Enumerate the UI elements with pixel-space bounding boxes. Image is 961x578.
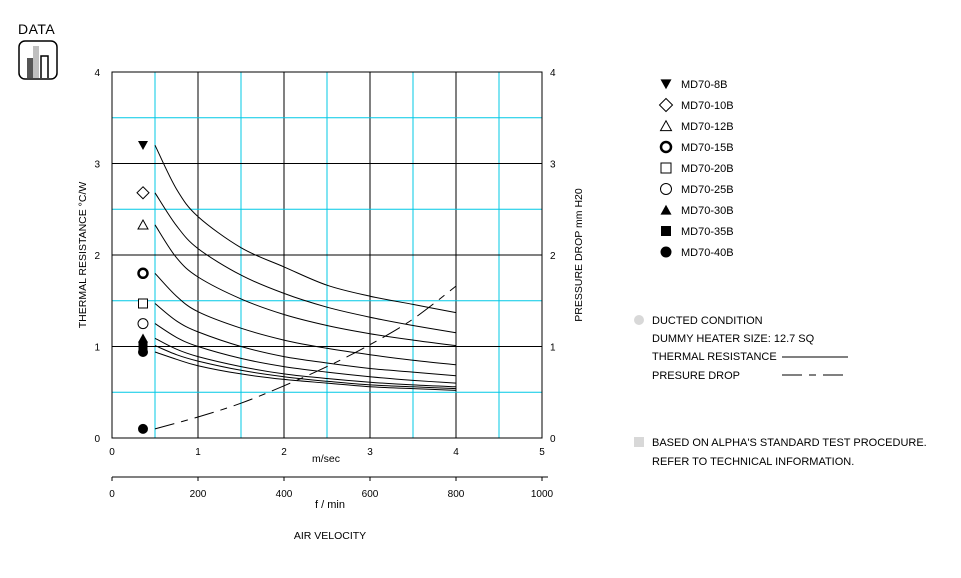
- x2-tick-label: 400: [276, 489, 293, 500]
- heater-size-note: DUMMY HEATER SIZE: 12.7 SQ: [652, 333, 815, 345]
- legend-marker-triangle-up-open: [659, 119, 673, 132]
- legend-marker-circle-open: [660, 183, 672, 195]
- y-axis-label-left: THERMAL RESISTANCE °C/W: [77, 182, 89, 329]
- ducted-condition-note: DUCTED CONDITION: [652, 315, 763, 327]
- legend-marker-circle-bold: [659, 140, 673, 154]
- x-tick-label: 2: [281, 447, 287, 458]
- y-left-tick-label: 2: [94, 251, 100, 262]
- marker-circle-bold: [137, 267, 149, 280]
- y-right-tick-label: 2: [550, 251, 556, 262]
- legend-label: MD70-30B: [681, 205, 734, 217]
- data-badge: DATA: [18, 21, 60, 81]
- y-left-tick-label: 0: [94, 434, 100, 445]
- legend-label: MD70-35B: [681, 226, 734, 238]
- legend-marker-square-filled: [661, 226, 671, 236]
- data-badge-label: DATA: [18, 21, 56, 37]
- x2-tick-label: 200: [190, 489, 207, 500]
- x2-tick-label: 0: [109, 489, 115, 500]
- legend-marker-circle-filled: [660, 246, 672, 258]
- legend-marker-diamond-open: [658, 97, 674, 113]
- pressure-drop-note: PRESURE DROP: [652, 370, 741, 382]
- y-right-tick-label: 0: [550, 434, 556, 445]
- y-left-tick-label: 3: [94, 160, 100, 171]
- legend-marker-square-open: [660, 162, 672, 174]
- thermal-resistance-curves: [154, 144, 457, 391]
- series-line-md70-30b: [154, 337, 457, 388]
- x2-tick-label: 800: [448, 489, 465, 500]
- legend-label: MD70-10B: [681, 100, 734, 112]
- pressure-drop-marker: [138, 423, 148, 434]
- legend-label: MD70-20B: [681, 163, 734, 175]
- series-line-md70-25b: [154, 323, 457, 384]
- series-line-md70-40b: [154, 351, 457, 391]
- y-axis-label-right: PRESSURE DROP mm H20: [573, 188, 585, 322]
- procedure-bullet-icon: [634, 437, 644, 447]
- pressure-drop-line: [154, 285, 457, 430]
- legend-label: MD70-8B: [681, 79, 727, 91]
- series-line-md70-12b: [154, 224, 457, 347]
- x-tick-label: 5: [539, 447, 545, 458]
- series-markers: [136, 140, 150, 434]
- marker-triangle-down-filled: [138, 140, 148, 150]
- x2-tick-label: 1000: [531, 489, 554, 500]
- series-line-md70-15b: [154, 272, 457, 366]
- x2-tick-label: 600: [362, 489, 379, 500]
- x-tick-label: 3: [367, 447, 373, 458]
- series-line-md70-10b: [154, 192, 457, 334]
- series-line-md70-8b: [154, 144, 457, 314]
- pressure-drop-curve: [154, 285, 457, 430]
- x-axis-unit: m/sec: [312, 453, 340, 465]
- marker-triangle-up-open: [137, 219, 149, 230]
- y-right-tick-label: 1: [550, 343, 556, 354]
- x2-axis-unit: f / min: [315, 499, 345, 511]
- legend-label: MD70-40B: [681, 247, 734, 259]
- marker-diamond-open: [136, 186, 150, 200]
- y-right-tick-label: 3: [550, 160, 556, 171]
- bar-chart-icon: [18, 40, 58, 80]
- plot-frame: [111, 71, 543, 439]
- x-tick-label: 0: [109, 447, 115, 458]
- y-left-tick-label: 1: [94, 343, 100, 354]
- marker-square-open: [138, 298, 148, 309]
- series-line-md70-35b: [154, 345, 457, 390]
- marker-square-filled: [138, 341, 148, 351]
- x-tick-label: 1: [195, 447, 201, 458]
- y-right-tick-label: 4: [550, 68, 556, 79]
- x-tick-label: 4: [453, 447, 459, 458]
- legend-label: MD70-15B: [681, 142, 734, 154]
- legend-marker-triangle-up-filled: [660, 204, 672, 215]
- legend-label: MD70-12B: [681, 121, 734, 133]
- x-axis-label: AIR VELOCITY: [294, 530, 366, 542]
- marker-circle-open: [137, 318, 149, 330]
- series-line-md70-20b: [154, 303, 457, 377]
- legend-marker-triangle-down-filled: [660, 79, 672, 90]
- condition-bullet-icon: [634, 315, 644, 325]
- thermal-resistance-note: THERMAL RESISTANCE: [652, 351, 777, 363]
- legend: MD70-8B MD70-10B MD70-12B MD70-15B MD70-20B M…: [658, 79, 734, 259]
- legend-label: MD70-25B: [681, 184, 734, 196]
- y-left-tick-label: 4: [94, 68, 100, 79]
- procedure-note-line1: BASED ON ALPHA'S STANDARD TEST PROCEDURE…: [652, 437, 927, 449]
- marker-circle-filled: [138, 346, 148, 357]
- procedure-note-line2: REFER TO TECHNICAL INFORMATION.: [652, 456, 855, 468]
- marker-triangle-up-filled: [138, 333, 148, 343]
